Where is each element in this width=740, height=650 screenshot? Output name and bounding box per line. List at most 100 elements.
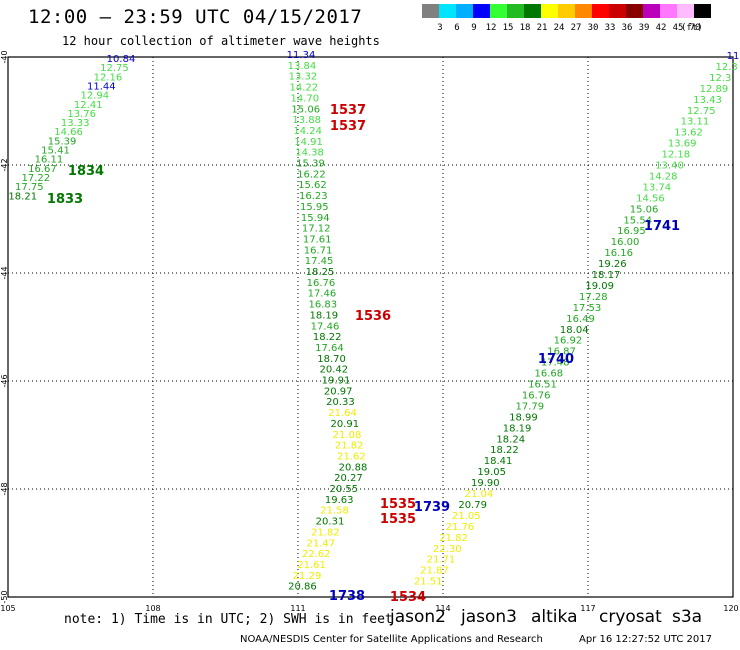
pass-time-label: 1834	[68, 164, 104, 179]
track-value: 14.24	[293, 126, 322, 137]
track-value: 10.84	[107, 54, 136, 65]
track-value: 13.11	[681, 117, 710, 128]
legend-cryosat: cryosat	[599, 607, 662, 627]
track-value: 12.94	[80, 91, 109, 102]
track-value: 16.67	[28, 164, 57, 175]
legend-swatch	[677, 4, 694, 18]
track-value: 13.84	[288, 61, 317, 72]
track-value: 17.48	[541, 358, 570, 369]
legend-swatch	[541, 4, 558, 18]
longitude-label: 108	[145, 604, 160, 613]
track-value: 21.82	[311, 527, 340, 538]
legend-swatch	[490, 4, 507, 18]
track-value: 18.25	[306, 267, 335, 278]
track-value: 15.39	[296, 159, 325, 170]
track-value: 18.19	[309, 310, 338, 321]
track-value: 21.05	[452, 511, 481, 522]
track-value: 16.95	[617, 226, 646, 237]
track-value: 21.58	[320, 506, 349, 517]
pass-time-label: 1535	[380, 497, 416, 512]
pass-time-label: 1740	[538, 352, 574, 367]
track-value: 17.12	[302, 224, 331, 235]
legend-swatch	[422, 4, 439, 18]
track-value: 21.29	[293, 571, 322, 582]
pass-time-label: 1535	[380, 512, 416, 527]
longitude-label: 111	[290, 604, 305, 613]
legend-label: 9	[471, 23, 477, 33]
track-value: 21.04	[465, 489, 494, 500]
latitude-label: -40	[0, 50, 9, 63]
legend-swatch	[609, 4, 626, 18]
track-value: 16.16	[604, 248, 633, 259]
legend-swatch	[694, 4, 711, 18]
track-value: 20.91	[330, 419, 359, 430]
track-value: 18.17	[592, 270, 621, 281]
pass-time-label: 1537	[330, 103, 366, 118]
track-value: 16.83	[309, 300, 338, 311]
legend-label: 39	[638, 23, 650, 33]
latitude-label: -50	[0, 590, 9, 603]
map-subtitle: 12 hour collection of altimeter wave hei…	[62, 34, 380, 48]
track-value: 11.34	[287, 50, 316, 61]
track-value: 16.76	[522, 390, 551, 401]
track-value: 13.32	[289, 72, 318, 83]
track-value: 19.90	[471, 478, 500, 489]
track-value: 20.79	[458, 500, 487, 511]
track-value: 17.46	[311, 321, 340, 332]
legend-swatch	[558, 4, 575, 18]
track-value: 17.28	[579, 292, 608, 303]
pass-time-label: 1739	[414, 500, 450, 515]
track-value: 18.99	[509, 412, 538, 423]
track-value: 18.19	[503, 423, 532, 434]
track-value: 12.89	[700, 84, 729, 95]
pass-time-label: 1534	[390, 590, 426, 605]
track-value: 16.23	[299, 191, 328, 202]
generated-timestamp: Apr 16 12:27:52 UTC 2017	[579, 634, 712, 645]
track-value: 21.82	[439, 533, 468, 544]
track-value: 15.41	[41, 146, 70, 157]
track-value: 16.68	[535, 369, 564, 380]
track-value: 21.87	[420, 566, 449, 577]
longitude-label: 117	[580, 604, 595, 613]
legend-s3a: s3a	[672, 607, 703, 627]
track-value: 16.11	[35, 155, 64, 166]
track-value: 15.06	[291, 104, 320, 115]
legend-altika: altika	[531, 607, 578, 627]
track-value: 21.62	[337, 451, 366, 462]
track-value: 13.40	[655, 161, 684, 172]
legend-label: 27	[570, 23, 582, 33]
track-value: 18.21	[8, 191, 37, 202]
legend-swatch	[626, 4, 643, 18]
track-value: 15.54	[623, 215, 652, 226]
legend-label: 70	[689, 23, 701, 33]
track-value: 18.22	[490, 445, 519, 456]
track-value: 17.53	[573, 303, 602, 314]
track-value: 19.05	[477, 467, 506, 478]
latitude-label: -44	[0, 266, 9, 279]
latitude-label: -42	[0, 158, 9, 171]
longitude-label: 114	[435, 604, 450, 613]
track-value: 16.22	[297, 169, 326, 180]
track-value: 17.79	[515, 401, 544, 412]
track-value: 14.70	[290, 93, 319, 104]
legend-label: 6	[454, 23, 460, 33]
legend-swatch	[456, 4, 473, 18]
map-title: 12:00 — 23:59 UTC 04/15/2017	[28, 6, 363, 28]
track-value: 14.28	[649, 171, 678, 182]
track-value: 14.22	[290, 83, 319, 94]
track-value: 14.56	[636, 193, 665, 204]
track-value: 14.91	[294, 137, 323, 148]
track-value: 21.61	[297, 560, 326, 571]
pass-time-label: 1536	[355, 309, 391, 324]
track-value: 13.33	[61, 118, 90, 129]
track-value: 17.45	[305, 256, 334, 267]
legend-label: 36	[621, 23, 633, 33]
track-value: 22.30	[433, 544, 462, 555]
legend-swatch	[643, 4, 660, 18]
track-value: 19.09	[585, 281, 614, 292]
track-value: 20.88	[339, 462, 368, 473]
track-value: 16.87	[547, 347, 576, 358]
track-value: 20.97	[324, 386, 353, 397]
track-value: 20.55	[329, 484, 358, 495]
track-value: 18.24	[496, 434, 525, 445]
